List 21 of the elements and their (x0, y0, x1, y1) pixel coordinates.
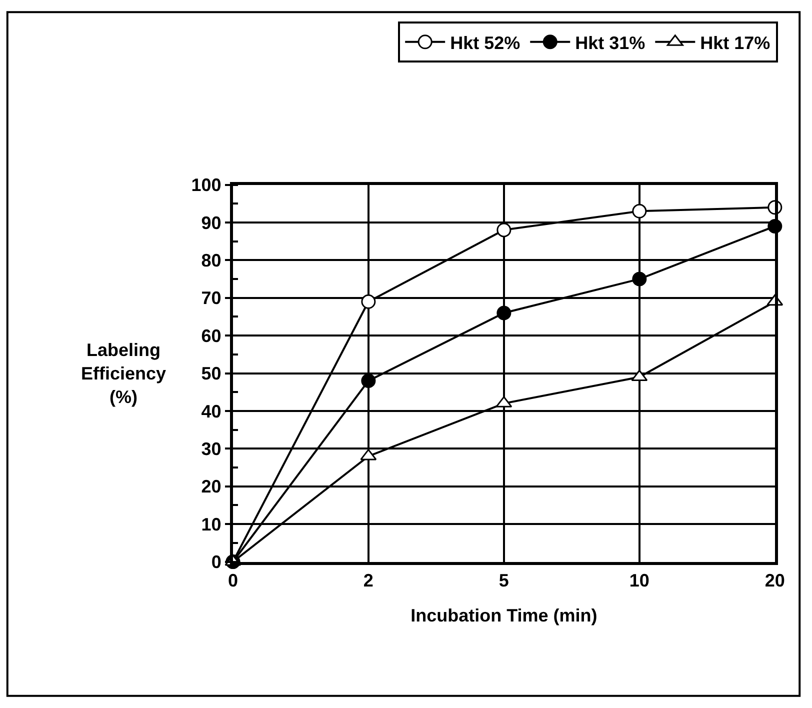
y-tick-label: 90 (201, 212, 222, 233)
x-tick-label: 20 (764, 570, 785, 590)
x-axis-title: Incubation Time (min) (410, 605, 598, 626)
x-tick-label: 2 (363, 570, 374, 590)
y-tick-label: 60 (201, 326, 222, 346)
x-tick-label: 5 (498, 570, 509, 590)
y-axis-title: Labeling Efficiency (%) (81, 340, 166, 407)
y-tick-label: 40 (201, 401, 222, 422)
y-tick-label: 100 (191, 175, 222, 196)
y-tick-label: 10 (201, 514, 222, 534)
legend-label: Hkt 17% (700, 32, 770, 53)
y-tick-label: 20 (201, 476, 222, 497)
y-tick-label: 30 (201, 438, 222, 459)
x-tick-label: 10 (629, 570, 650, 590)
y-tick-label: 50 (201, 364, 222, 384)
y-tick-label: 70 (201, 288, 222, 308)
x-tick-label: 0 (228, 570, 238, 590)
y-tick-label: 0 (211, 552, 222, 572)
legend-label: Hkt 31% (575, 32, 646, 53)
y-tick-label: 80 (201, 250, 222, 270)
legend-label: Hkt 52% (450, 32, 520, 53)
